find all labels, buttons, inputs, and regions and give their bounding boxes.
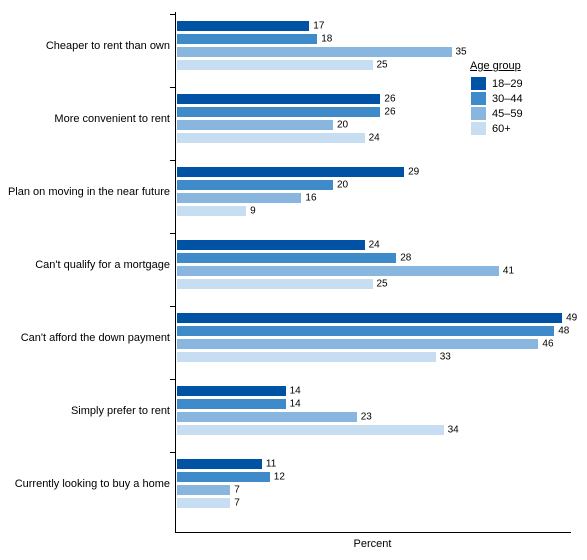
bar-value-label: 12 [274, 472, 285, 483]
bar-value-label: 46 [542, 339, 553, 350]
bar-value-label: 18 [321, 34, 332, 45]
bar [176, 424, 445, 436]
bar [176, 252, 397, 264]
axis-tick [170, 306, 176, 307]
legend-swatch [470, 106, 487, 121]
category-label: Can't afford the down payment [21, 332, 170, 344]
axis-tick [170, 87, 176, 88]
bar-value-label: 25 [377, 279, 388, 290]
legend-item: 60+ [470, 121, 523, 136]
legend-label: 18–29 [492, 78, 523, 90]
bar [176, 192, 302, 204]
category-label: Cheaper to rent than own [46, 40, 170, 52]
bar [176, 312, 563, 324]
grouped-bar-chart: Cheaper to rent than own 17 18 35 25 More con… [0, 0, 587, 560]
bar-value-label: 7 [234, 485, 240, 496]
bar [176, 497, 231, 509]
bar-value-label: 17 [313, 21, 324, 32]
bar [176, 351, 437, 363]
bar-value-label: 24 [369, 133, 380, 144]
category-label: Can't qualify for a mortgage [35, 259, 170, 271]
bar [176, 338, 539, 350]
bar-value-label: 7 [234, 498, 240, 509]
bar [176, 166, 405, 178]
bar [176, 20, 310, 32]
legend-label: 30–44 [492, 93, 523, 105]
legend-item: 30–44 [470, 91, 523, 106]
bar [176, 59, 374, 71]
bar-value-label: 34 [448, 425, 459, 436]
legend-swatch [470, 91, 487, 106]
bar-value-label: 16 [305, 193, 316, 204]
bar [176, 46, 453, 58]
bar [176, 458, 263, 470]
bar [176, 33, 318, 45]
axis-tick [170, 160, 176, 161]
bar [176, 93, 381, 105]
bar [176, 106, 381, 118]
category-label: Simply prefer to rent [71, 405, 170, 417]
axis-tick [170, 14, 176, 15]
legend-item: 45–59 [470, 106, 523, 121]
bar-value-label: 35 [456, 47, 467, 58]
axis-tick [170, 452, 176, 453]
bar-value-label: 24 [369, 240, 380, 251]
bar-value-label: 14 [290, 399, 301, 410]
bar-value-label: 25 [377, 60, 388, 71]
bar [176, 278, 374, 290]
bar-value-label: 26 [384, 107, 395, 118]
category-label: Currently looking to buy a home [15, 478, 170, 490]
bar-value-label: 9 [250, 206, 256, 217]
bar [176, 239, 366, 251]
legend-title: Age group [470, 60, 523, 72]
bar [176, 471, 271, 483]
bar [176, 325, 555, 337]
legend-item: 18–29 [470, 76, 523, 91]
bar-value-label: 23 [361, 412, 372, 423]
bar [176, 265, 500, 277]
bar [176, 484, 231, 496]
bar [176, 411, 358, 423]
bar-value-label: 26 [384, 94, 395, 105]
axis-tick [170, 233, 176, 234]
legend-label: 60+ [492, 123, 511, 135]
bar-value-label: 14 [290, 386, 301, 397]
bar-value-label: 48 [558, 326, 569, 337]
bar-value-label: 20 [337, 180, 348, 191]
bar [176, 119, 334, 131]
bar [176, 385, 287, 397]
bar [176, 179, 334, 191]
bar [176, 398, 287, 410]
bar-value-label: 41 [503, 266, 514, 277]
legend: Age group 18–29 30–44 45–59 60+ [470, 60, 523, 136]
axis-tick [170, 379, 176, 380]
legend-swatch [470, 76, 487, 91]
bar-value-label: 33 [440, 352, 451, 363]
category-label: Plan on moving in the near future [8, 186, 170, 198]
legend-swatch [470, 121, 487, 136]
bar-value-label: 11 [266, 459, 276, 470]
bar-value-label: 20 [337, 120, 348, 131]
bar-value-label: 29 [408, 167, 419, 178]
category-label: More convenient to rent [54, 113, 170, 125]
bar-value-label: 49 [566, 313, 577, 324]
bar [176, 132, 366, 144]
bar [176, 205, 247, 217]
legend-label: 45–59 [492, 108, 523, 120]
bar-value-label: 28 [400, 253, 411, 264]
x-axis-label: Percent [175, 538, 570, 550]
